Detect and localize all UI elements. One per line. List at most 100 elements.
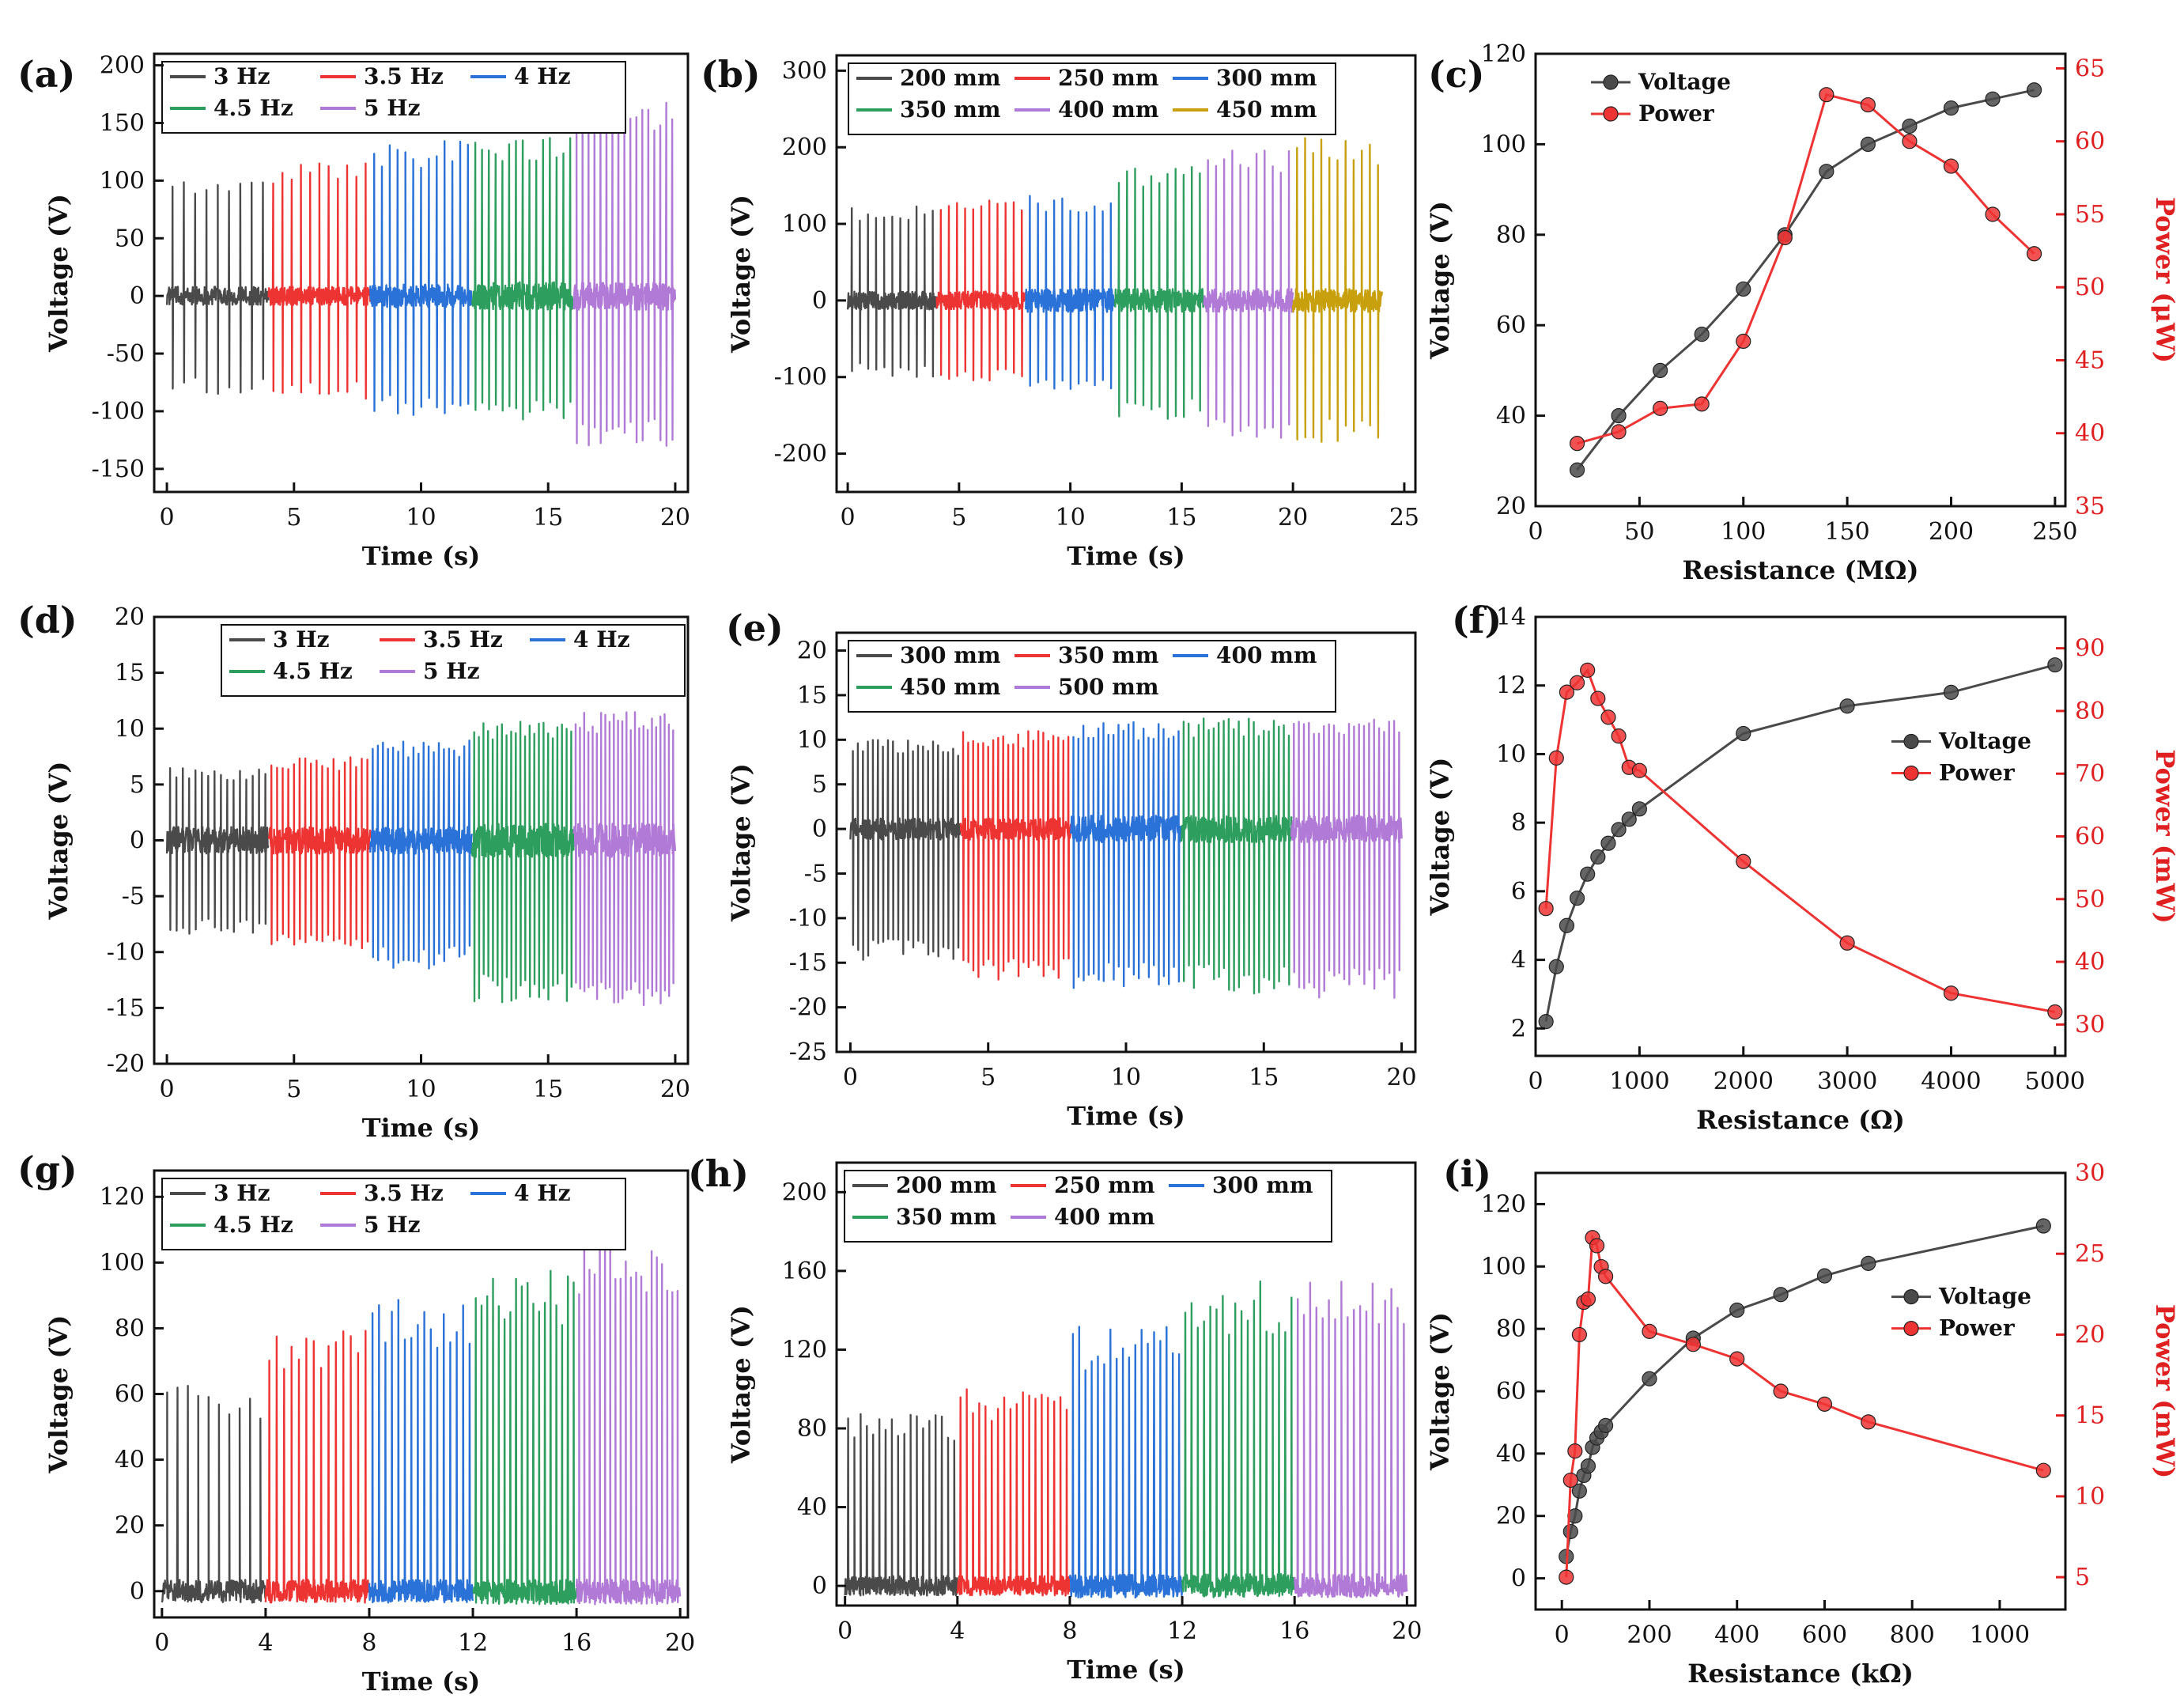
x-tick-label: 0 [841,504,856,531]
y-tick-label: 20 [1496,1503,1526,1530]
y-tick-label: 40 [797,1494,827,1522]
series-line-4-Hz [368,1299,474,1604]
panel-d: 3 Hz 3.5 Hz 4 Hz 4.5 Hz 5 Hz 0 5 10 15 20 -20 -15 -1… [17,599,690,1143]
y-tick-label: 4 [1511,947,1526,974]
power-point [1943,158,1959,174]
power-point [1559,1569,1574,1585]
voltage-point [1597,1417,1614,1433]
y-tick-label: 200 [782,134,827,161]
panel-label: (g) [17,1148,77,1191]
voltage-line [1576,89,2035,471]
x-tick-label: 2000 [1714,1068,1774,1095]
x-tick-label: 10 [1056,504,1086,531]
voltage-point [1902,118,1918,134]
voltage-point [1600,835,1616,851]
legend-label: 450 mm [1216,96,1317,123]
plot-frame [1534,52,2067,508]
x-tick-label: 16 [561,1629,591,1657]
legend-marker [1903,733,1919,750]
series-line-500-mm [1290,718,1403,999]
legend-label: 4 Hz [514,1180,571,1206]
legend-label: Power [1638,100,1715,127]
power-point [1819,87,1834,103]
voltage-point [1631,801,1647,817]
series-line-450-mm [1180,717,1293,995]
y2-axis-title: Power (μW) [2150,197,2180,363]
x-axis-title: Time (s) [362,541,481,571]
voltage-point [1653,362,1668,378]
y-tick-label: 5 [130,771,145,799]
panel-b: 200 mm 250 mm 300 mm 350 mm 400 mm 450 mm 0 5 10… [701,53,1419,571]
y2-tick-label: 20 [2075,1321,2105,1349]
voltage-point [1580,1458,1596,1474]
y-tick-label: 20 [115,1512,145,1540]
y-axis-title: Voltage (V) [726,763,756,922]
power-point [1590,690,1606,706]
x-tick-label: 15 [533,504,563,531]
voltage-point [1943,684,1959,700]
x-tick-label: 0 [154,1629,169,1657]
x-tick-label: 4000 [1921,1068,1981,1095]
legend-label: 4.5 Hz [273,658,353,684]
power-point [1559,684,1575,700]
series-line-3-Hz [161,1385,267,1604]
voltage-point [1559,917,1575,933]
legend-marker [1903,1288,1919,1305]
panel-label: (i) [1443,1152,1491,1195]
x-axis-title: Time (s) [362,1666,481,1697]
series-line-3_5-Hz [267,162,372,400]
power-point [1777,229,1793,246]
series-line-350-mm [1113,166,1205,420]
legend-label: 3.5 Hz [364,63,444,89]
voltage-point [2035,1218,2051,1234]
series-line-3_5-Hz [267,756,372,950]
legend-label: 450 mm [900,674,1000,700]
power-point [1816,1396,1833,1412]
panel-label: (c) [1428,53,1485,96]
plot-frame [835,1161,1417,1607]
voltage-point [1816,1268,1833,1284]
voltage-point [1580,866,1596,882]
x-tick-label: 4 [258,1629,273,1657]
x-tick-label: 15 [1166,504,1196,531]
x-tick-label: 200 [1627,1621,1672,1649]
y-tick-label: 100 [1481,131,1526,158]
panel-label: (a) [17,53,75,96]
y-tick-label: -200 [774,441,827,468]
power-line [1577,93,2035,445]
y-tick-label: 300 [782,57,827,85]
y-tick-label: -5 [122,883,145,910]
legend-label: 350 mm [900,96,1000,123]
y-tick-label: 0 [1511,1565,1526,1593]
power-point [1569,436,1585,452]
y-tick-label: 120 [100,1183,145,1211]
x-tick-label: 10 [406,504,436,531]
series-line-4_5-Hz [470,137,575,421]
voltage-point [1861,1255,1876,1271]
voltage-point [1621,811,1637,827]
y-tick-label: 10 [115,715,145,743]
x-tick-label: 400 [1714,1621,1759,1649]
series-line-400-mm [1070,721,1182,989]
series-line-400-mm [1203,149,1294,439]
y2-tick-label: 55 [2075,201,2105,229]
y-tick-label: 200 [782,1178,827,1206]
y2-tick-label: 60 [2075,128,2105,156]
voltage-point [1590,849,1606,865]
series-line-350-mm [959,730,1072,981]
voltage-point [1729,1302,1745,1318]
x-tick-label: 5000 [2025,1068,2085,1095]
legend-label: 5 Hz [423,658,480,684]
y2-axis-title: Power (mW) [2150,749,2180,924]
voltage-point [1819,164,1834,180]
y-axis-title: Voltage (V) [1425,1312,1455,1471]
y-tick-label: 6 [1511,878,1526,906]
y-tick-label: 200 [100,52,145,80]
power-point [1902,134,1918,149]
y-tick-label: 100 [782,210,827,238]
power-point [1548,750,1564,766]
voltage-point [1538,1014,1554,1030]
panel-label: (h) [688,1152,749,1195]
legend-label: Voltage [1938,728,2031,755]
